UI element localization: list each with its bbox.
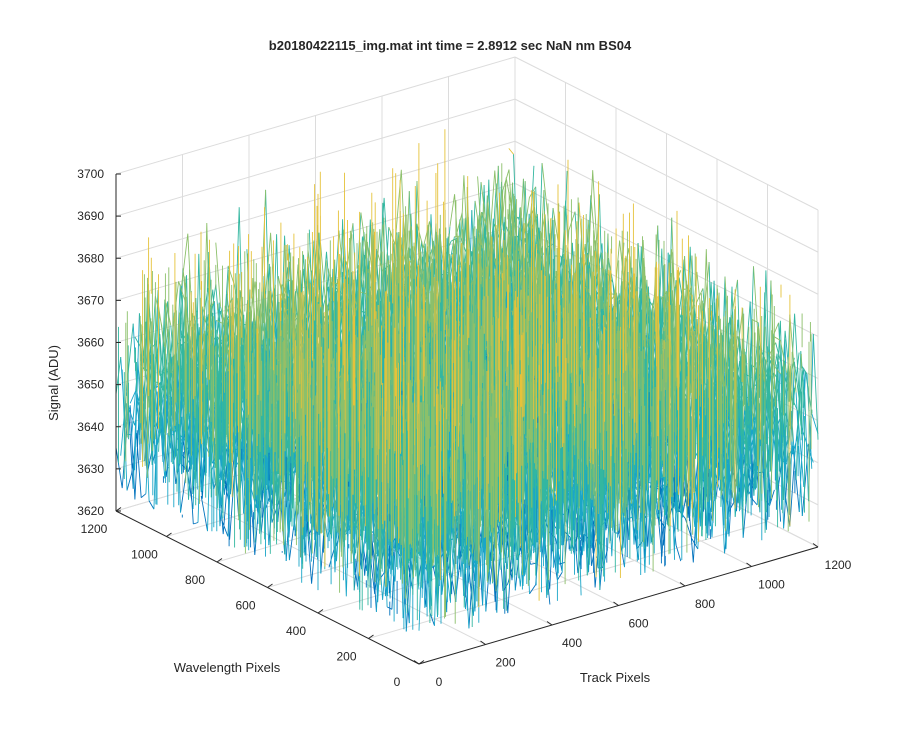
- y-tick-mark: [267, 583, 273, 588]
- x-axis-label: Track Pixels: [580, 670, 651, 685]
- z-axis-label: Signal (ADU): [46, 345, 61, 421]
- y-tick-mark: [216, 558, 223, 563]
- wall-grid-line: [115, 56, 516, 175]
- z-tick-label: 3660: [77, 336, 104, 350]
- y-tick-label: 800: [185, 573, 205, 587]
- x-tick-label: 200: [495, 656, 515, 670]
- y-tick-label: 0: [394, 675, 401, 689]
- x-tick-mark: [812, 543, 819, 548]
- x-tick-mark: [613, 601, 619, 606]
- y-tick-label: 600: [235, 599, 255, 613]
- z-tick-label: 3670: [77, 293, 104, 307]
- surface-spikes: [142, 129, 791, 608]
- x-tick-label: 0: [436, 675, 443, 689]
- wall-grid-line: [514, 140, 819, 295]
- y-tick-mark: [115, 507, 122, 512]
- z-tick-label: 3700: [77, 167, 104, 181]
- x-tick-mark: [480, 640, 486, 645]
- y-tick-mark: [166, 532, 172, 537]
- y-tick-mark: [368, 634, 374, 639]
- x-tick-label: 1200: [825, 558, 852, 572]
- z-tick-label: 3680: [77, 251, 104, 265]
- y-tick-mark: [418, 660, 425, 665]
- z-tick-label: 3640: [77, 420, 104, 434]
- wall-grid-line: [514, 56, 819, 211]
- z-tick-label: 3650: [77, 378, 104, 392]
- x-tick-label: 400: [562, 636, 582, 650]
- z-tick-label: 3690: [77, 209, 104, 223]
- y-tick-label: 1000: [131, 548, 158, 562]
- y-tick-mark: [317, 609, 324, 614]
- x-tick-mark: [413, 660, 420, 665]
- chart-title: b20180422115_img.mat int time = 2.8912 s…: [269, 38, 632, 53]
- labels-layer: 0 200 400 600 800 1000 1200 0 200 400 600 800 1000 12…: [77, 167, 851, 689]
- surface-layer: [115, 129, 819, 632]
- x-tick-label: 600: [628, 617, 648, 631]
- wall-grid-line: [115, 140, 516, 259]
- wall-grid-line: [115, 98, 516, 217]
- wall-grid-line: [514, 98, 819, 253]
- x-tick-label: 800: [695, 597, 715, 611]
- y-tick-label: 1200: [81, 522, 108, 536]
- x-tick-label: 1000: [758, 578, 785, 592]
- axes-layer: [115, 173, 819, 665]
- z-tick-label: 3620: [77, 504, 104, 518]
- y-tick-label: 200: [336, 650, 356, 664]
- z-tick-label: 3630: [77, 462, 104, 476]
- x-tick-mark: [546, 621, 553, 626]
- x-tick-mark: [679, 582, 686, 587]
- y-axis-label: Wavelength Pixels: [174, 660, 281, 675]
- y-tick-label: 400: [286, 624, 306, 638]
- x-tick-mark: [746, 562, 752, 567]
